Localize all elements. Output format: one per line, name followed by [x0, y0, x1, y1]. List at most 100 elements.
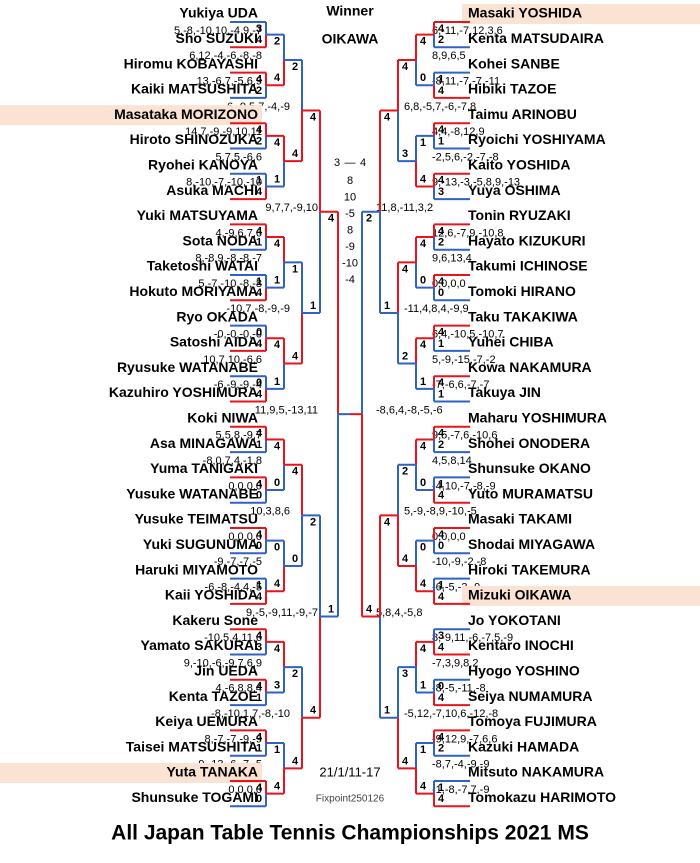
- game-count: 1: [274, 376, 280, 388]
- match-score: -5,12,-7,10,6,-12,-8: [404, 708, 498, 720]
- game-count: 1: [438, 135, 444, 147]
- game-count: 2: [256, 85, 262, 97]
- game-count: 2: [438, 439, 444, 451]
- player-name: Hayato KIZUKURI: [468, 232, 585, 248]
- game-count: 1: [438, 478, 444, 490]
- game-count: 4: [256, 428, 263, 440]
- player-name: Ryohei KANOYA: [148, 157, 258, 173]
- player-name: Hibiki TAZOE: [468, 81, 556, 97]
- match-score: 5,-8,-10,10,-4,9,-7: [174, 25, 262, 37]
- player-name: Kaii YOSHIDA: [165, 587, 258, 603]
- game-count: 4: [256, 74, 263, 86]
- match-score: 0,0,0,0: [228, 480, 262, 492]
- player-name: Mitsuto NAKAMURA: [468, 764, 604, 780]
- game-count: 1: [438, 388, 444, 400]
- player-name: Taketoshi WATAI: [147, 258, 258, 274]
- match-score: -1,-8,-7,7,-9: [432, 784, 489, 796]
- player-name: Taku TAKAKIWA: [468, 308, 578, 324]
- game-count: 0: [420, 542, 426, 554]
- game-count: 4: [420, 173, 427, 185]
- match-score: -10,5,4,11,6: [204, 632, 262, 644]
- game-count: 4: [402, 263, 409, 275]
- game-count: 2: [402, 466, 408, 478]
- match-score: 4,4,-8,12,9: [432, 126, 485, 138]
- player-name: Kaito YOSHIDA: [468, 157, 570, 173]
- game-count: 4: [256, 34, 263, 46]
- player-name: Yukiya UDA: [179, 5, 258, 21]
- game-count: 4: [256, 225, 263, 237]
- player-name: Takumi ICHINOSE: [468, 258, 588, 274]
- game-count: 1: [438, 782, 444, 794]
- game-count: 4: [438, 428, 445, 440]
- game-count: 4: [256, 186, 263, 198]
- game-count: 4: [274, 339, 281, 351]
- player-name: Yuto MURAMATSU: [468, 485, 593, 501]
- player-name: Keiya UEMURA: [155, 713, 258, 729]
- match-score: -4,10,-7,-8,-9: [432, 480, 496, 492]
- player-name: Masaki TAKAMI: [468, 511, 572, 527]
- game-count: 4: [438, 225, 445, 237]
- match-score: -10,7,-8,-9,-9: [226, 303, 290, 315]
- final-game-score: -10: [342, 257, 358, 269]
- player-name: Satoshi AIDA: [170, 334, 258, 350]
- final-count: 4: [360, 157, 366, 169]
- game-count: 4: [438, 529, 445, 541]
- player-name: Jin UEDA: [194, 663, 258, 679]
- game-count: 1: [274, 744, 280, 756]
- player-name: Ryo OKADA: [176, 308, 258, 324]
- game-count: 0: [274, 542, 280, 554]
- player-name: Hiromu KOBAYASHI: [124, 55, 258, 71]
- game-count: 4: [438, 641, 445, 653]
- match-score: 5,5,8,-9,7: [216, 430, 262, 442]
- player-name: Kohei SANBE: [468, 55, 560, 71]
- game-count: 1: [256, 439, 262, 451]
- page-title: All Japan Table Tennis Championships 202…: [111, 822, 589, 845]
- match-score: 5,-7,-10,-8,-8: [198, 278, 262, 290]
- match-score: 6,-11,-7,12,3,6: [432, 25, 503, 37]
- player-name: Hiroki TAKEMURA: [468, 561, 591, 577]
- game-count: 1: [438, 580, 444, 592]
- player-name: Ryusuke WATANABE: [117, 359, 258, 375]
- player-name: Hiroto SHINOZUKA: [130, 131, 258, 147]
- match-score: 9,-10,-6,-9,7,6,9: [184, 657, 262, 669]
- game-count: 4: [402, 61, 409, 73]
- game-count: 1: [420, 137, 426, 149]
- game-count: 4: [310, 111, 317, 123]
- player-name: Kenta MATSUDAIRA: [468, 30, 604, 46]
- game-count: 3: [402, 668, 408, 680]
- player-name: Ryoichi YOSHIYAMA: [468, 131, 606, 147]
- match-score: -7,3,9,8,2: [432, 657, 478, 669]
- game-count: 0: [256, 377, 262, 389]
- match-score: 11,9,5,-13,11: [255, 404, 318, 416]
- match-score: 13,-6,7,-5,6,9: [197, 76, 262, 88]
- winner-label: Winner: [326, 3, 374, 19]
- match-score: -2,5,6,-2,-7,-8: [432, 151, 499, 163]
- match-score: -8,0,7,4,-1,8: [203, 455, 262, 467]
- match-score: 8,-7,-7,-9,-9: [205, 733, 262, 745]
- match-score: 0,0,0,0: [432, 278, 466, 290]
- player-name: Seiya NUMAMURA: [468, 688, 592, 704]
- player-name: Maharu YOSHIMURA: [468, 410, 607, 426]
- game-count: 0: [256, 793, 262, 805]
- game-count: 4: [420, 643, 427, 655]
- game-count: 3: [256, 641, 262, 653]
- final-game-score: -4: [345, 274, 355, 286]
- game-count: 4: [438, 490, 445, 502]
- game-count: 4: [310, 705, 317, 717]
- player-name: Shunsuke TOGAMI: [131, 789, 258, 805]
- game-count: 4: [402, 755, 409, 767]
- player-name: Masaki YOSHIDA: [468, 5, 582, 21]
- game-count: 2: [256, 135, 262, 147]
- highlight: [462, 4, 700, 24]
- match-score: 8,-10,-7,-10,-10: [186, 177, 262, 189]
- game-count: 0: [256, 490, 262, 502]
- game-count: 4: [274, 440, 281, 452]
- game-count: 4: [328, 213, 335, 225]
- player-name: Kaiki MATSUSHITA: [131, 81, 258, 97]
- game-count: 1: [310, 300, 316, 312]
- game-count: 4: [256, 630, 263, 642]
- player-name: Tomokazu HARIMOTO: [468, 789, 616, 805]
- player-name: Shohei ONODERA: [468, 435, 590, 451]
- player-name: Tomoki HIRANO: [468, 283, 576, 299]
